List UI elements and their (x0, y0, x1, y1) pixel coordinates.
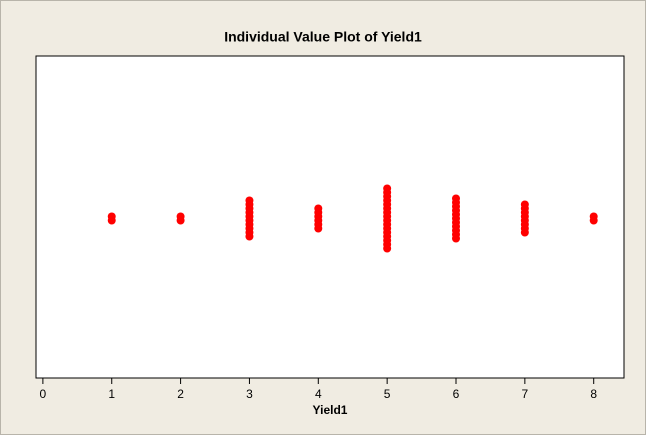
x-axis-label: Yield1 (313, 403, 348, 417)
data-point (176, 216, 185, 225)
data-point (452, 234, 460, 243)
data-point (245, 232, 254, 241)
data-point (107, 216, 116, 225)
data-point (520, 228, 529, 237)
x-tick-label: 0 (40, 387, 47, 401)
x-tick-label: 1 (108, 387, 115, 401)
x-tick-label: 4 (315, 387, 322, 401)
data-point (314, 224, 323, 233)
x-tick-label: 2 (177, 387, 184, 401)
chart-title: Individual Value Plot of Yield1 (224, 29, 422, 45)
x-tick-label: 8 (590, 387, 597, 401)
x-tick-label: 5 (384, 387, 391, 401)
x-tick-label: 3 (246, 387, 253, 401)
data-point (383, 244, 392, 253)
data-point (589, 216, 598, 225)
x-tick-label: 6 (453, 387, 460, 401)
x-tick-label: 7 (522, 387, 529, 401)
plot-area (35, 55, 625, 379)
